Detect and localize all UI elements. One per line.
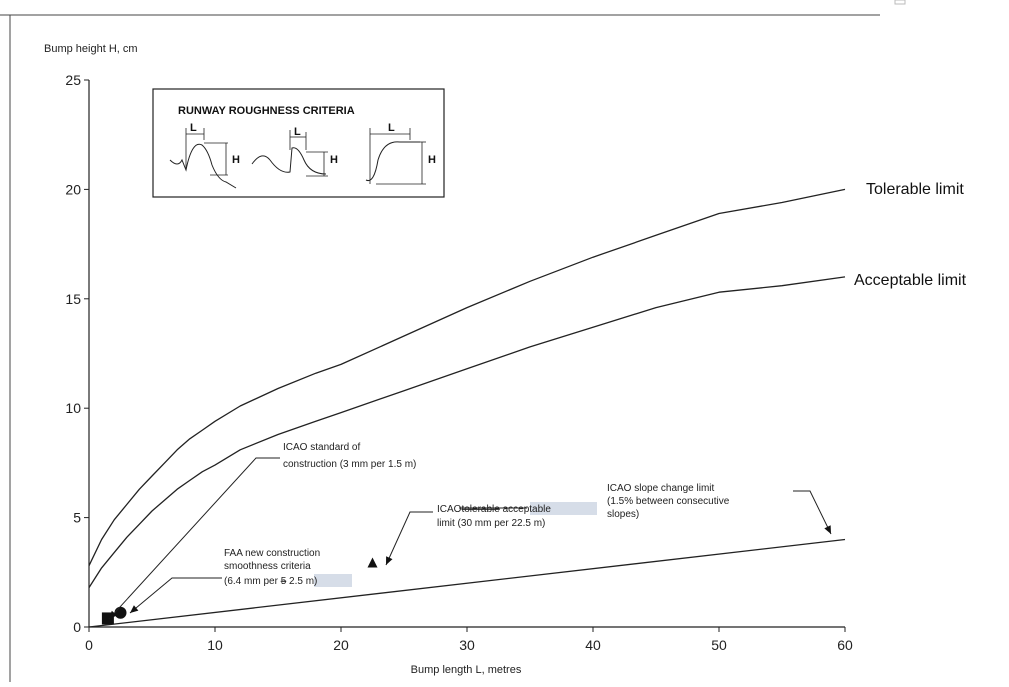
y-tick-label: 5 [73,510,81,526]
x-tick-label: 60 [837,637,853,653]
y-tick-label: 10 [65,400,81,416]
series-label-acceptable: Acceptable limit [854,272,967,289]
annotation-faa-line3: (6.4 mm per 5 2.5 m) [224,576,317,587]
x-tick-label: 0 [85,637,93,653]
leader-faa [129,577,222,614]
annotation-faa-line2: smoothness criteria [224,561,311,572]
annotation-icao-standard-line1: ICAO standard of [283,442,360,453]
x-tick-label: 20 [333,637,349,653]
inset-letter-h-1: H [232,154,240,166]
inset-border [152,88,445,198]
leader-icao-standard [108,457,280,620]
corner-box [894,0,906,5]
annotation-faa-highlight: 2.5 m) [289,576,317,587]
x-tick-label: 30 [459,637,475,653]
point-circle [114,606,127,619]
point-triangle [367,557,378,568]
x-tick-label: 10 [207,637,223,653]
inset-profile-3 [365,141,420,182]
annotation-icao-limit-line2: limit (30 mm per 22.5 m) [437,518,545,529]
x-tick-label: 40 [585,637,601,653]
annotation-icao-standard-line2: construction (3 mm per 1.5 m) [283,459,416,470]
inset-letter-l-3: L [388,122,395,134]
annotation-faa-prefix: (6.4 mm per [224,576,279,587]
y-tick-label: 25 [65,72,81,88]
y-tick-label: 20 [65,181,81,197]
annotation-icao-prefix: ICAO [437,504,462,515]
x-tick-label: 50 [711,637,727,653]
highlight-faa [314,574,352,587]
inset-letter-h-3: H [428,154,436,166]
leader-icao-limit-head [386,556,393,565]
annotation-icao-limit-line1: ICAOtolerable acceptable [437,504,551,515]
annotation-slope-line2: (1.5% between consecutive [607,496,730,507]
leader-icao-standard-head [109,610,117,619]
leader-faa-head [130,605,139,613]
leader-icao-limit [385,511,433,566]
inset-letter-l-2: L [294,126,301,138]
annotation-faa-struck: 5 [281,576,287,587]
annotation-icao-struck: tolerable [461,504,500,515]
leader-slope-change [793,490,832,535]
series-line-acceptable [88,276,846,588]
annotation-faa-line1: FAA new construction [224,548,320,559]
series-line-tolerable [88,188,846,566]
inset-profile-2 [251,147,327,175]
series-label-tolerable: Tolerable limit [866,181,964,198]
annotation-slope-line3: slopes) [607,509,639,520]
annotation-icao-highlight: acceptable [503,504,552,515]
highlight-acceptable [530,502,597,515]
inset-title: RUNWAY ROUGHNESS CRITERIA [178,105,355,117]
y-tick-label: 0 [73,619,81,635]
y-tick-label: 15 [65,291,81,307]
inset-letter-l-1: L [190,122,197,134]
inset-roughness-criteria: RUNWAY ROUGHNESS CRITERIA L H L H L H [152,88,445,198]
x-axis-label: Bump length L, metres [411,664,522,676]
leader-slope-change-head [824,525,831,534]
inset-letter-h-2: H [330,154,338,166]
annotation-slope-line1: ICAO slope change limit [607,483,714,494]
inset-profile-1 [169,143,237,189]
y-axis-label: Bump height H, cm [44,43,138,55]
series-line-slope-change [88,538,846,628]
